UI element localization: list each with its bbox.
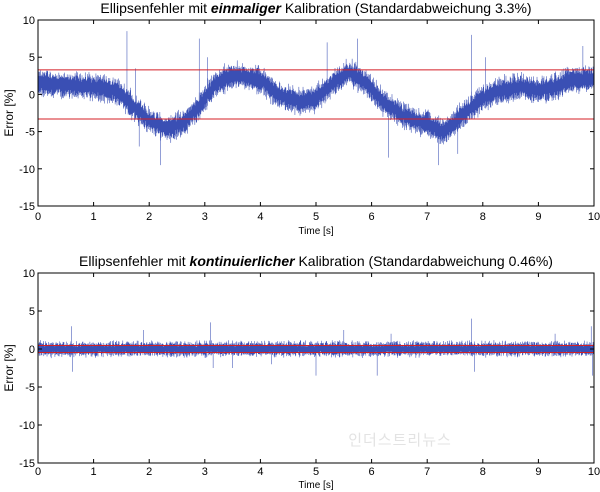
- chart-title-part: Kalibration (Standardabweichung 0.46%): [295, 253, 553, 269]
- x-tick-label: 4: [257, 211, 263, 223]
- y-tick-label: 10: [23, 268, 35, 280]
- y-tick-label: -15: [19, 201, 35, 213]
- x-axis-label: Time [s]: [298, 226, 333, 237]
- chart-title-part: Ellipsenfehler mit: [79, 253, 190, 269]
- chart-title-part: Kalibration (Standardabweichung 3.3%): [281, 0, 532, 16]
- x-tick-label: 1: [91, 466, 97, 478]
- chart-title-part: Ellipsenfehler mit: [100, 0, 211, 16]
- y-tick-label: 0: [29, 89, 35, 101]
- x-tick-label: 7: [424, 466, 430, 478]
- x-tick-label: 3: [202, 211, 208, 223]
- y-tick-label: 5: [29, 306, 35, 318]
- chart-panel-2: Ellipsenfehler mit kontinuierlicher Kali…: [2, 253, 600, 491]
- y-axis-label: Error [%]: [2, 89, 16, 136]
- chart-title: Ellipsenfehler mit kontinuierlicher Kali…: [79, 253, 553, 269]
- y-tick-label: -15: [19, 458, 35, 470]
- x-axis-label: Time [s]: [298, 480, 333, 491]
- y-tick-label: -5: [25, 127, 35, 139]
- y-tick-label: -5: [25, 382, 35, 394]
- y-tick-label: 10: [23, 15, 35, 27]
- x-tick-label: 2: [146, 466, 152, 478]
- x-tick-label: 6: [369, 466, 375, 478]
- plot-frame: [37, 19, 595, 207]
- x-tick-label: 8: [480, 466, 486, 478]
- x-tick-label: 4: [257, 466, 263, 478]
- x-tick-label: 5: [313, 466, 319, 478]
- x-tick-label: 0: [35, 211, 41, 223]
- x-tick-label: 10: [588, 466, 600, 478]
- x-tick-label: 7: [424, 211, 430, 223]
- x-tick-label: 8: [480, 211, 486, 223]
- chart-title-emphasis: einmaliger: [211, 0, 283, 16]
- x-tick-label: 1: [91, 211, 97, 223]
- y-tick-label: -10: [19, 164, 35, 176]
- x-tick-label: 2: [146, 211, 152, 223]
- x-tick-label: 9: [535, 466, 541, 478]
- y-tick-label: 5: [29, 52, 35, 64]
- watermark: 인더스트리뉴스: [348, 432, 452, 449]
- x-tick-label: 5: [313, 211, 319, 223]
- x-tick-label: 3: [202, 466, 208, 478]
- x-tick-label: 6: [369, 211, 375, 223]
- chart-panel-1: Ellipsenfehler mit einmaliger Kalibratio…: [2, 0, 600, 237]
- error-signal-line: [38, 58, 594, 145]
- x-tick-label: 9: [535, 211, 541, 223]
- y-tick-label: 0: [29, 344, 35, 356]
- y-tick-label: -10: [19, 420, 35, 432]
- x-tick-label: 0: [35, 466, 41, 478]
- chart-title-emphasis: kontinuierlicher: [190, 253, 297, 269]
- y-axis-label: Error [%]: [2, 344, 16, 391]
- x-tick-label: 10: [588, 211, 600, 223]
- chart-title: Ellipsenfehler mit einmaliger Kalibratio…: [100, 0, 531, 16]
